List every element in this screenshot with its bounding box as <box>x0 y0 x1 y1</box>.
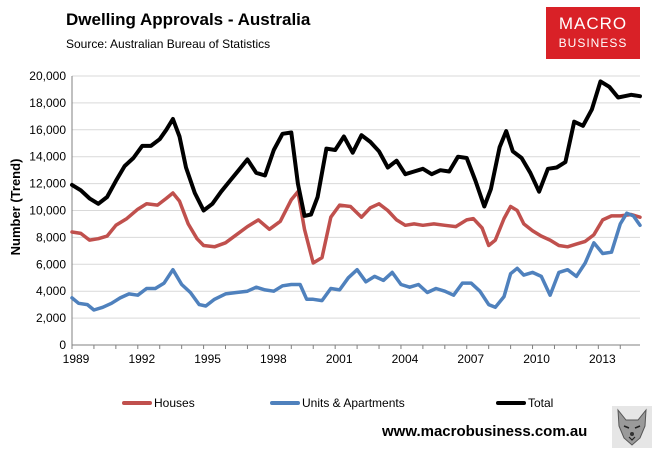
macrobusiness-logo: MACRO BUSINESS <box>546 7 640 59</box>
chart-source: Source: Australian Bureau of Statistics <box>66 37 271 51</box>
series-line-total <box>70 79 642 218</box>
y-tick-label: 8,000 <box>36 230 66 244</box>
legend-label: Total <box>528 396 553 410</box>
y-tick-label: 6,000 <box>36 257 66 271</box>
x-tick-label: 2013 <box>589 352 616 366</box>
y-tick-label: 0 <box>59 338 66 352</box>
legend-label: Units & Apartments <box>302 396 405 410</box>
y-tick-label: 14,000 <box>29 150 66 164</box>
x-tick-label: 2004 <box>392 352 419 366</box>
logo-line-1: MACRO <box>558 14 628 33</box>
x-tick-label: 2001 <box>326 352 353 366</box>
y-tick-label: 2,000 <box>36 311 66 325</box>
x-tick-label: 2007 <box>457 352 484 366</box>
y-tick-label: 12,000 <box>29 177 66 191</box>
footer-url: www.macrobusiness.com.au <box>382 423 588 440</box>
y-tick-label: 18,000 <box>29 96 66 110</box>
x-tick-label: 1992 <box>128 352 155 366</box>
y-tick-label: 16,000 <box>29 123 66 137</box>
chart-legend: Houses Units & Apartments Total <box>122 396 553 410</box>
chart-title: Dwelling Approvals - Australia <box>66 10 311 29</box>
chart-series <box>70 79 642 312</box>
y-tick-label: 10,000 <box>29 204 66 218</box>
y-axis-label: Number (Trend) <box>8 159 23 256</box>
wolf-mascot-icon <box>612 406 652 448</box>
x-tick-label: 1989 <box>63 352 90 366</box>
series-line-units-apartments <box>70 211 642 312</box>
logo-line-2: BUSINESS <box>558 36 628 50</box>
legend-label: Houses <box>154 396 195 410</box>
chart-axes: 0 2,000 4,000 6,000 8,000 10,000 12,000 14,000 1… <box>29 69 640 366</box>
series-line-houses <box>70 189 642 265</box>
y-tick-label: 20,000 <box>29 69 66 83</box>
x-tick-label: 1995 <box>194 352 221 366</box>
x-tick-label: 1998 <box>260 352 287 366</box>
x-tick-label: 2010 <box>523 352 550 366</box>
y-tick-label: 4,000 <box>36 284 66 298</box>
